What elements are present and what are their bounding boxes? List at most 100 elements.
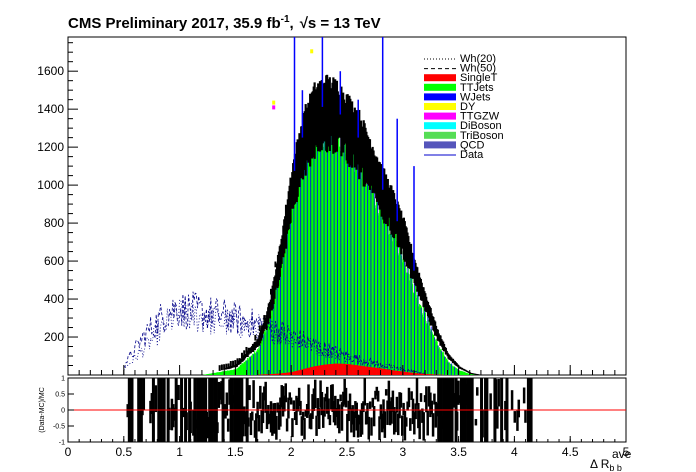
ttjets-bar: [264, 329, 266, 375]
x-tick-label: 1: [176, 445, 183, 459]
singlet-bar: [295, 371, 297, 375]
singlet-bar: [267, 374, 269, 375]
ttjets-bar: [281, 255, 283, 375]
wjets-bar: [373, 180, 375, 375]
ttjets-bar: [373, 179, 375, 375]
ratio-point: [320, 391, 324, 416]
wjets-bar: [323, 114, 325, 375]
low-x-point: [223, 364, 226, 370]
ttjets-bar: [379, 199, 381, 375]
low-x-point: [256, 341, 259, 348]
ttjets-bar: [220, 371, 222, 375]
ttjets-bar: [295, 188, 297, 375]
ratio-point: [359, 409, 362, 437]
singlet-bar: [283, 373, 285, 375]
ttjets-bar: [343, 119, 344, 375]
ttjets-bar: [361, 159, 363, 375]
singlet-bar: [296, 370, 298, 375]
ratio-point: [319, 380, 322, 408]
dy-marker: [310, 49, 314, 54]
ratio-point: [189, 401, 192, 434]
ttjets-bar: [369, 173, 371, 375]
low-x-point: [234, 360, 237, 366]
ttjets-bar: [246, 360, 247, 375]
ttjets-bar: [298, 150, 300, 375]
ttjets-bar: [305, 133, 307, 375]
ratio-point: [510, 390, 514, 411]
wjets-bar: [457, 369, 459, 375]
ttjets-bar: [352, 156, 353, 375]
singlet-bar: [428, 374, 430, 375]
ttjets-bar: [216, 372, 218, 375]
ratio-point: [170, 398, 174, 431]
ratio-point: [281, 386, 285, 417]
wjets-bar: [343, 142, 345, 375]
ratio-point: [411, 398, 415, 425]
low-x-point: [225, 363, 228, 370]
singlet-bar: [345, 363, 347, 375]
singlet-bar: [415, 373, 416, 375]
ttjets-bar: [426, 323, 428, 375]
ttjets-bar: [331, 120, 333, 376]
ttjets-bar: [463, 371, 464, 375]
low-x-point: [267, 303, 270, 309]
singlet-bar: [285, 372, 286, 375]
ratio-ylabel: (Data-MC)/MC: [39, 387, 46, 433]
ttjets-bar: [409, 274, 411, 375]
singlet-bar: [378, 368, 380, 375]
ttjets-bar: [341, 120, 343, 375]
singlet-bar: [394, 370, 396, 375]
legend-label: SingleT: [460, 72, 498, 84]
ratio-point: [289, 397, 293, 405]
singlet-bar: [304, 368, 305, 375]
ttjets-bar: [382, 196, 384, 375]
ttjets-bar: [383, 204, 385, 375]
ratio-point: [292, 400, 296, 411]
ratio-point: [395, 396, 399, 413]
wjets-bar: [330, 125, 332, 375]
wjets-bar: [403, 257, 405, 375]
ratio-point: [339, 394, 342, 402]
singlet-bar: [281, 373, 283, 375]
singlet-bar: [419, 373, 421, 375]
ratio-point: [413, 412, 416, 435]
ttjets-bar: [292, 204, 294, 375]
singlet-bar: [369, 367, 371, 375]
low-x-point: [272, 291, 275, 297]
ratio-point: [269, 401, 273, 433]
x-tick-label: 0: [65, 445, 72, 459]
wjets-bar: [286, 210, 288, 375]
ttjets-bar: [359, 152, 361, 375]
ratio-point: [263, 386, 266, 401]
low-x-point: [227, 363, 230, 370]
singlet-bar: [418, 373, 420, 375]
singlet-bar: [298, 370, 300, 375]
low-x-point: [274, 261, 277, 268]
ttjets-bar: [335, 138, 337, 375]
x-tick-label: 3.5: [450, 445, 467, 459]
singlet-bar: [310, 367, 312, 375]
ttjets-bar: [349, 156, 351, 375]
ratio-point: [182, 407, 186, 418]
ratio-point: [513, 411, 517, 423]
ttjets-bar: [210, 373, 212, 375]
ratio-point: [288, 392, 292, 400]
ttjets-bar: [219, 372, 221, 375]
singlet-bar: [408, 372, 410, 375]
singlet-bar: [385, 369, 387, 375]
ttjets-bar: [378, 213, 380, 375]
singlet-bar: [422, 373, 424, 375]
wjets-bar: [380, 209, 382, 375]
ratio-point: [378, 416, 381, 440]
wjets-bar: [410, 272, 412, 375]
singlet-bar: [430, 374, 432, 375]
singlet-bar: [343, 363, 344, 375]
ratio-point: [453, 393, 456, 408]
ttjets-bar: [471, 374, 473, 375]
singlet-bar: [263, 374, 265, 375]
singlet-bar: [408, 372, 410, 375]
ttjets-bar: [261, 336, 263, 375]
ttjets-bar: [206, 374, 208, 375]
ratio-point: [272, 403, 275, 434]
ttjets-bar: [215, 372, 217, 375]
